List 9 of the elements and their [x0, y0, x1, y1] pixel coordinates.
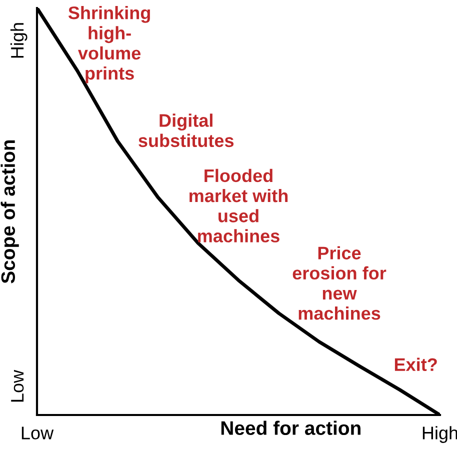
- annotation: Flooded market with used machines: [190, 168, 288, 242]
- y-axis-title: Scope of action: [0, 140, 19, 284]
- annotation: Price erosion for new machines: [292, 246, 386, 320]
- text: High: [10, 23, 28, 58]
- annotation: Exit?: [394, 358, 437, 371]
- annotation: Digital substitutes: [138, 114, 234, 148]
- annotation: Shrinking high- volume prints: [68, 6, 150, 84]
- text: Low: [11, 370, 24, 402]
- x-axis-title: Need for action: [221, 420, 360, 436]
